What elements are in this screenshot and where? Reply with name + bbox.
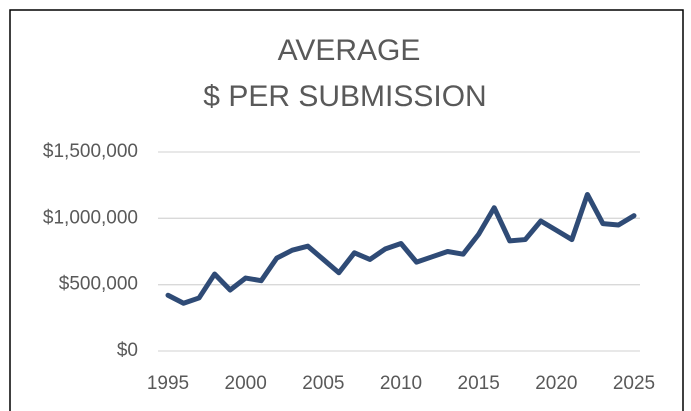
x-tick-label: 2020	[535, 373, 577, 394]
x-tick-label: 2000	[225, 373, 267, 394]
x-tick-label: 2005	[302, 373, 344, 394]
chart-title: $ PER SUBMISSION	[203, 80, 486, 113]
data-line	[165, 191, 637, 306]
y-tick-label: $1,500,000	[43, 141, 138, 162]
y-tick-label: $1,000,000	[43, 207, 138, 228]
y-tick-label: $0	[117, 340, 138, 361]
x-tick-label: 2010	[380, 373, 422, 394]
x-tick-label: 2015	[458, 373, 500, 394]
x-tick-label: 1995	[147, 373, 189, 394]
chart-border	[9, 9, 684, 411]
y-tick-label: $500,000	[59, 274, 138, 295]
x-tick-label: 2025	[613, 373, 655, 394]
chart-title: AVERAGE	[278, 34, 421, 67]
